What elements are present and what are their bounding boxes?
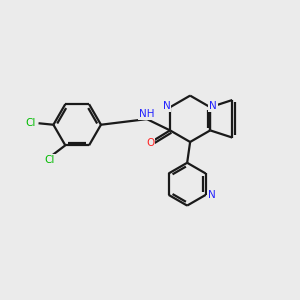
Text: N: N <box>209 101 217 111</box>
Text: NH: NH <box>139 109 154 119</box>
Text: N: N <box>208 190 215 200</box>
Text: N: N <box>163 101 170 111</box>
Text: O: O <box>146 138 154 148</box>
Text: Cl: Cl <box>25 118 35 128</box>
Text: Cl: Cl <box>45 155 55 165</box>
